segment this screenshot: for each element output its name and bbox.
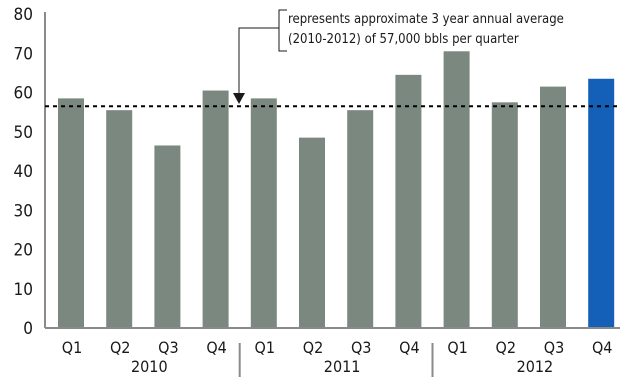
bar (395, 74, 422, 329)
bar (154, 145, 181, 328)
x-tick-label: Q4 (206, 338, 226, 357)
x-tick-label: Q3 (544, 338, 564, 357)
year-label: 2011 (324, 357, 361, 376)
bar (58, 98, 84, 328)
y-tick-label: 40 (14, 162, 33, 182)
bar (347, 110, 374, 328)
x-tick-label: Q1 (62, 338, 82, 357)
y-tick-label: 30 (14, 201, 33, 221)
annotation-bracket (278, 9, 287, 52)
bar (299, 137, 325, 328)
y-axis-ticks: 0 10 20 30 40 50 60 70 80 (14, 5, 33, 339)
x-tick-label: Q2 (496, 338, 516, 357)
x-tick-label: Q2 (303, 338, 323, 357)
y-tick-label: 50 (14, 123, 33, 143)
annotation-line-1: represents approximate 3 year annual ave… (288, 12, 564, 27)
y-tick-label: 0 (23, 319, 33, 339)
annotation-line-2: (2010-2012) of 57,000 bbls per quarter (288, 32, 519, 47)
bar (443, 51, 470, 328)
y-tick-label: 20 (14, 241, 33, 261)
bar (540, 86, 566, 328)
bar (588, 78, 615, 328)
x-tick-label: Q3 (158, 338, 178, 357)
x-tick-label: Q4 (592, 338, 612, 357)
bar (250, 98, 277, 328)
annotation-arrowhead (233, 93, 245, 104)
y-tick-label: 10 (14, 280, 33, 300)
bar (202, 90, 229, 328)
y-tick-label: 60 (14, 84, 33, 104)
x-tick-label: Q2 (110, 338, 130, 357)
x-axis-labels: Q1 Q2 Q3 Q4 Q1 Q2 Q3 Q4 Q1 Q2 Q3 Q4 2010 2011 2012 (62, 338, 612, 377)
bar (106, 110, 133, 328)
x-tick-label: Q1 (255, 338, 275, 357)
year-label: 2010 (131, 357, 168, 376)
x-tick-label: Q3 (351, 338, 371, 357)
year-label: 2012 (517, 357, 554, 376)
y-tick-label: 70 (14, 44, 33, 64)
average-annotation: represents approximate 3 year annual ave… (233, 9, 564, 104)
x-tick-label: Q1 (447, 338, 467, 357)
bar (491, 102, 518, 328)
bars (58, 51, 615, 329)
x-tick-label: Q4 (399, 338, 419, 357)
y-tick-label: 80 (14, 5, 33, 25)
annotation-leader-line (238, 27, 279, 99)
